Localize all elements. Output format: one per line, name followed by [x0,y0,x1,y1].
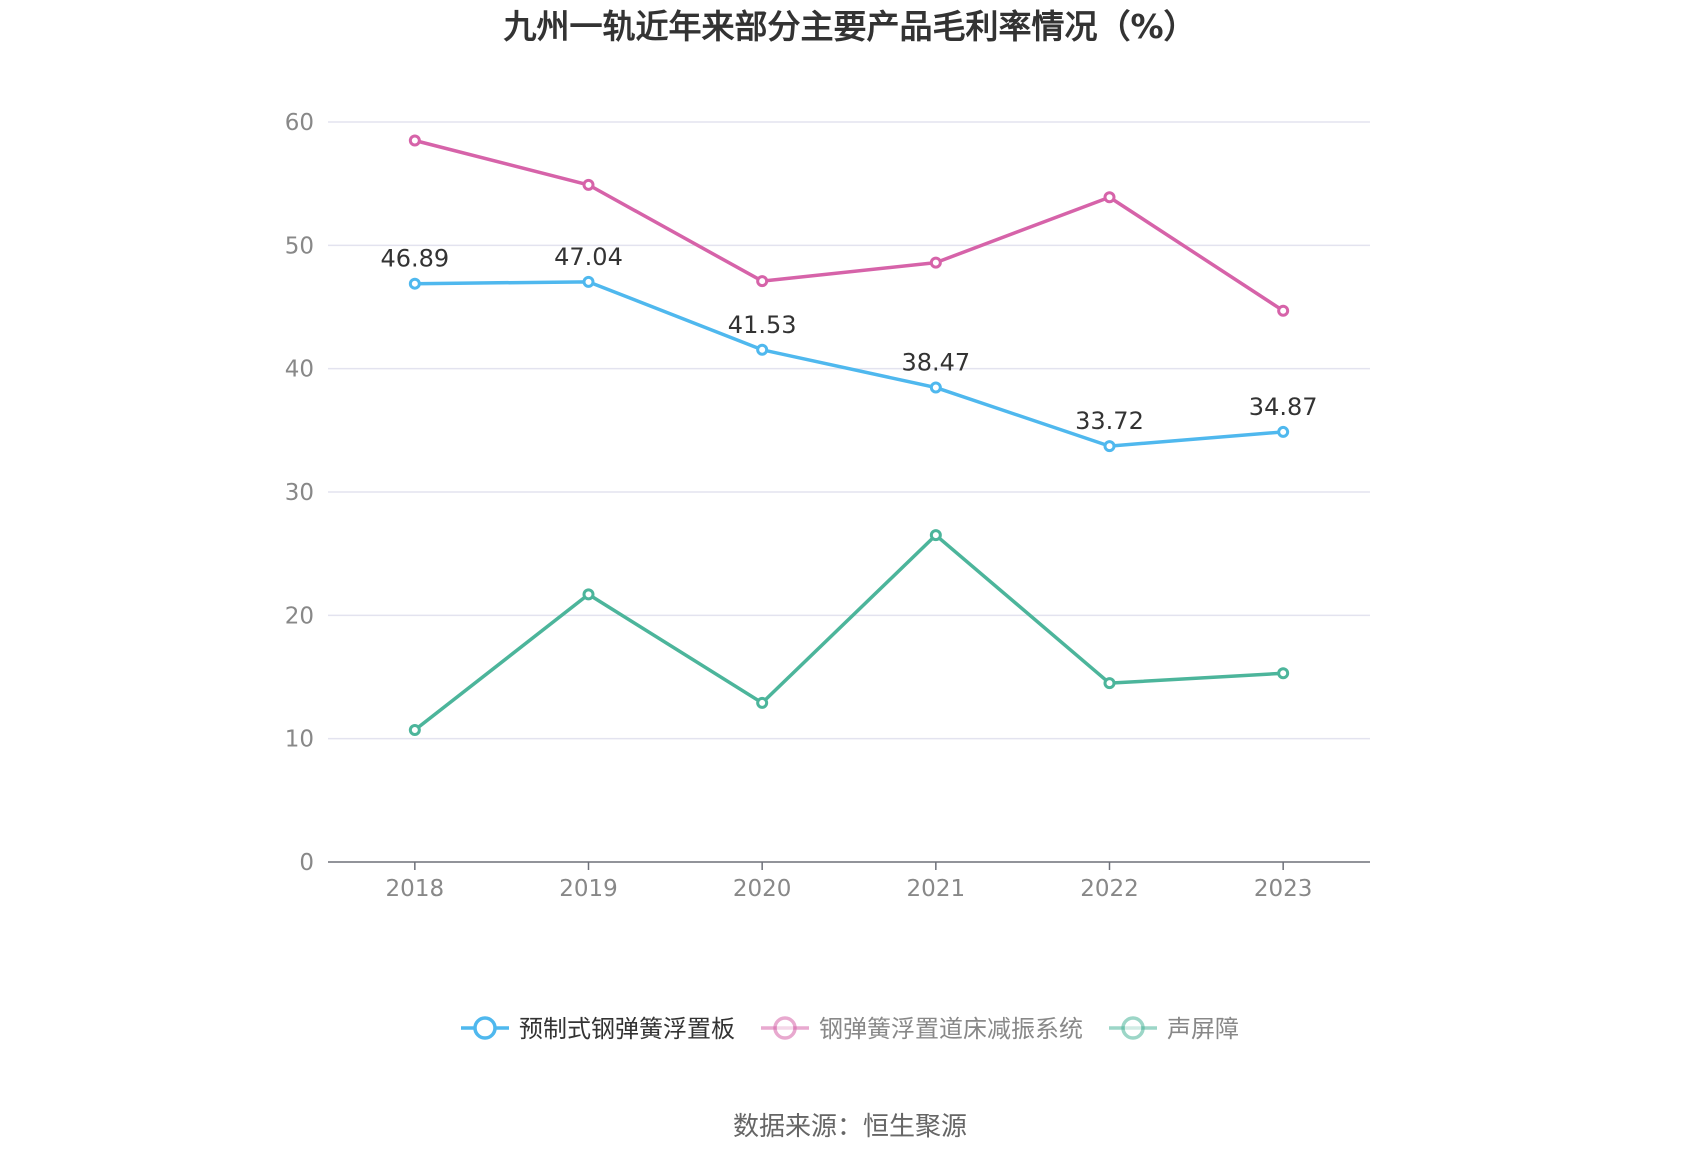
y-tick-label: 0 [299,850,314,876]
chart-title: 九州一轨近年来部分主要产品毛利率情况（%） [503,7,1196,46]
series-2 [408,529,1290,737]
y-tick-label: 10 [285,727,314,753]
y-axis: 0 10 20 30 40 50 60 [285,110,314,876]
data-label: 33.72 [1075,407,1144,435]
legend-label: 钢弹簧浮置道床减振系统 [819,1015,1083,1043]
y-tick-label: 30 [285,480,314,506]
data-point[interactable] [929,256,942,269]
x-tick-label: 2020 [733,876,792,902]
x-tick-label: 2021 [907,876,966,902]
data-label: 47.04 [554,243,623,271]
data-point[interactable] [1103,677,1116,690]
legend-item[interactable]: 预制式钢弹簧浮置板 [461,1015,735,1043]
series-line [414,138,1285,313]
series-layer: 46.89 47.04 41.53 38.47 33.72 34.87 [380,134,1318,737]
data-label: 34.87 [1249,393,1318,421]
data-point[interactable] [756,696,769,709]
data-point[interactable] [582,588,595,601]
legend-marker-icon [473,1016,497,1040]
y-tick-label: 40 [285,357,314,383]
series-1 [408,134,1290,317]
series-line [413,533,1284,732]
data-label: 38.47 [901,349,970,377]
data-label: 46.89 [380,245,449,273]
series-0: 46.89 47.04 41.53 38.47 33.72 34.87 [380,243,1318,453]
legend-marker-icon [1121,1016,1145,1040]
data-point[interactable] [929,529,942,542]
y-tick-label: 60 [285,110,314,136]
x-tick-label: 2019 [559,876,618,902]
x-tick-label: 2018 [386,876,445,902]
y-tick-label: 20 [285,603,314,629]
data-point[interactable] [1277,425,1290,438]
x-tick-label: 2022 [1080,876,1139,902]
data-point[interactable] [756,343,769,356]
data-point[interactable] [1277,304,1290,317]
data-point[interactable] [408,134,421,147]
data-point[interactable] [929,381,942,394]
data-point[interactable] [756,275,769,288]
legend-label: 声屏障 [1167,1015,1239,1043]
data-point[interactable] [1103,440,1116,453]
data-point[interactable] [1103,191,1116,204]
data-label: 41.53 [728,311,797,339]
legend-item[interactable]: 声屏障 [1109,1015,1239,1043]
data-point[interactable] [582,178,595,191]
data-point[interactable] [408,724,421,737]
legend[interactable]: 预制式钢弹簧浮置板 钢弹簧浮置道床减振系统 声屏障 [461,1015,1239,1043]
grid [328,121,1370,740]
source-note: 数据来源：恒生聚源 [733,1112,967,1142]
x-tick-label: 2023 [1254,876,1313,902]
data-point[interactable] [408,277,421,290]
legend-item[interactable]: 钢弹簧浮置道床减振系统 [761,1015,1083,1043]
legend-marker-icon [773,1016,797,1040]
series-line [414,280,1284,448]
y-tick-label: 50 [285,233,314,259]
data-point[interactable] [1277,667,1290,680]
data-point[interactable] [582,275,595,288]
x-axis: 2018 2019 2020 2021 2022 2023 [328,861,1370,902]
legend-label: 预制式钢弹簧浮置板 [519,1015,735,1043]
